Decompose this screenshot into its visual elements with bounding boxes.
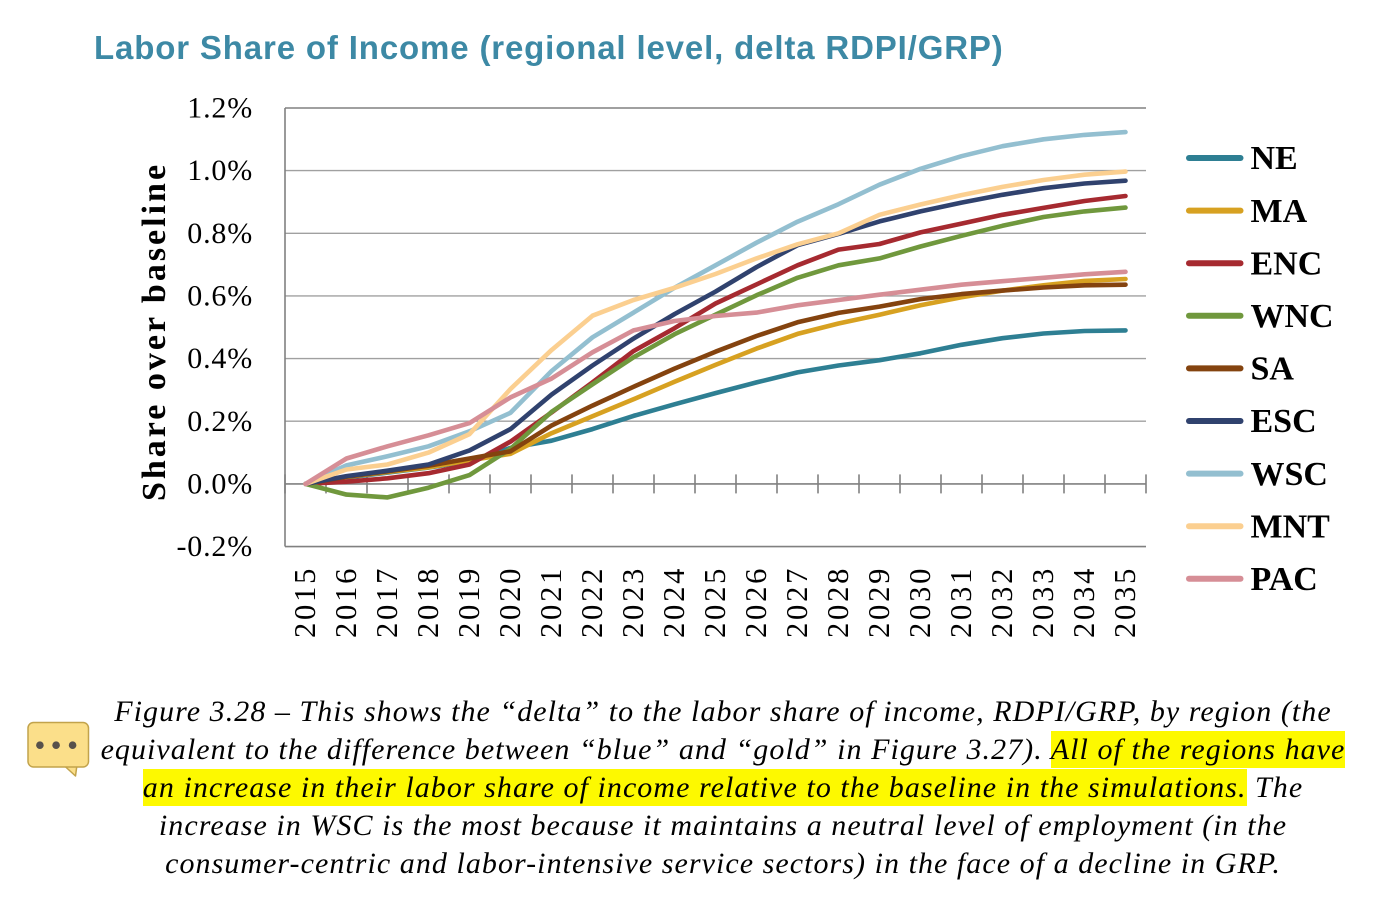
svg-text:WSC: WSC: [1251, 456, 1328, 493]
svg-text:2021: 2021: [534, 566, 568, 638]
svg-text:2029: 2029: [862, 566, 896, 638]
svg-text:2027: 2027: [780, 566, 814, 638]
svg-text:ENC: ENC: [1251, 245, 1323, 282]
svg-text:2028: 2028: [821, 566, 855, 638]
svg-text:2018: 2018: [411, 566, 445, 638]
svg-text:-0.2%: -0.2%: [177, 530, 253, 563]
svg-text:2026: 2026: [739, 566, 773, 638]
svg-text:2020: 2020: [493, 566, 527, 638]
svg-text:0.4%: 0.4%: [187, 342, 253, 375]
svg-text:2017: 2017: [370, 566, 404, 638]
svg-text:0.2%: 0.2%: [187, 405, 253, 438]
svg-text:0.8%: 0.8%: [187, 217, 253, 250]
svg-text:1.0%: 1.0%: [187, 154, 253, 187]
svg-text:0.6%: 0.6%: [187, 279, 253, 312]
svg-text:PAC: PAC: [1251, 561, 1318, 598]
svg-text:2035: 2035: [1108, 566, 1142, 638]
svg-text:2034: 2034: [1067, 566, 1101, 638]
svg-text:2033: 2033: [1026, 566, 1060, 638]
svg-text:2015: 2015: [288, 566, 322, 638]
svg-text:SA: SA: [1251, 351, 1295, 388]
svg-text:2032: 2032: [985, 566, 1019, 638]
svg-text:MNT: MNT: [1251, 508, 1331, 545]
svg-text:ESC: ESC: [1251, 403, 1317, 440]
svg-text:0.0%: 0.0%: [187, 467, 253, 500]
svg-text:1.2%: 1.2%: [187, 92, 253, 125]
svg-text:2023: 2023: [616, 566, 650, 638]
svg-text:WNC: WNC: [1251, 298, 1334, 335]
svg-text:2031: 2031: [944, 566, 978, 638]
svg-text:2019: 2019: [452, 566, 486, 638]
svg-text:2024: 2024: [657, 566, 691, 638]
svg-text:Share over baseline: Share over baseline: [136, 162, 173, 501]
svg-text:2016: 2016: [329, 566, 363, 638]
svg-text:NE: NE: [1251, 140, 1298, 177]
svg-text:2025: 2025: [698, 566, 732, 638]
svg-text:MA: MA: [1251, 193, 1308, 230]
svg-text:2030: 2030: [903, 566, 937, 638]
svg-text:2022: 2022: [575, 566, 609, 638]
